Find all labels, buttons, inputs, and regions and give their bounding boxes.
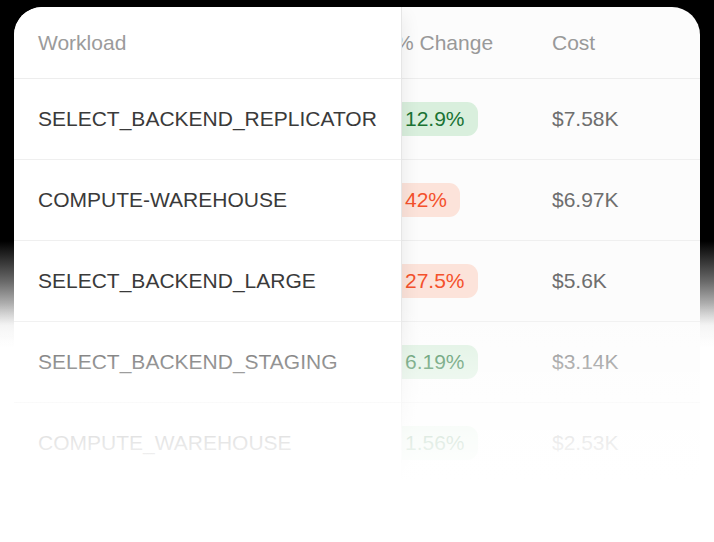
cost-cell: $7.58K	[552, 79, 619, 159]
workload-cell[interactable]: SELECT_BACKEND_STAGING	[14, 322, 401, 403]
column-header-change: % Change	[395, 7, 493, 78]
cost-cell: $3.14K	[552, 322, 619, 402]
cost-cell: $6.97K	[552, 160, 619, 240]
change-badge: 27.5%	[392, 264, 478, 298]
change-badge: 12.9%	[392, 102, 478, 136]
workload-column-panel: Workload SELECT_BACKEND_REPLICATOR COMPU…	[14, 7, 402, 542]
workload-cell[interactable]: SELECT_BACKEND_REPLICATOR	[14, 79, 401, 160]
change-badge: 42%	[392, 183, 460, 217]
workload-cost-table: % Change Cost 12.9% $7.58K 42% $6.97K 27…	[14, 7, 700, 542]
change-badge: 6.19%	[392, 345, 478, 379]
workload-cell[interactable]: COMPUTE-WAREHOUSE	[14, 160, 401, 241]
column-header-workload: Workload	[14, 7, 401, 79]
cost-cell: $2.53K	[552, 403, 619, 483]
change-badge: 1.56%	[392, 426, 478, 460]
workload-cell[interactable]: SELECT_BACKEND_LARGE	[14, 241, 401, 322]
cost-cell: $5.6K	[552, 241, 607, 321]
page-background: % Change Cost 12.9% $7.58K 42% $6.97K 27…	[0, 0, 714, 542]
workload-cell[interactable]: COMPUTE_WAREHOUSE	[14, 403, 401, 484]
column-header-cost: Cost	[552, 7, 595, 78]
